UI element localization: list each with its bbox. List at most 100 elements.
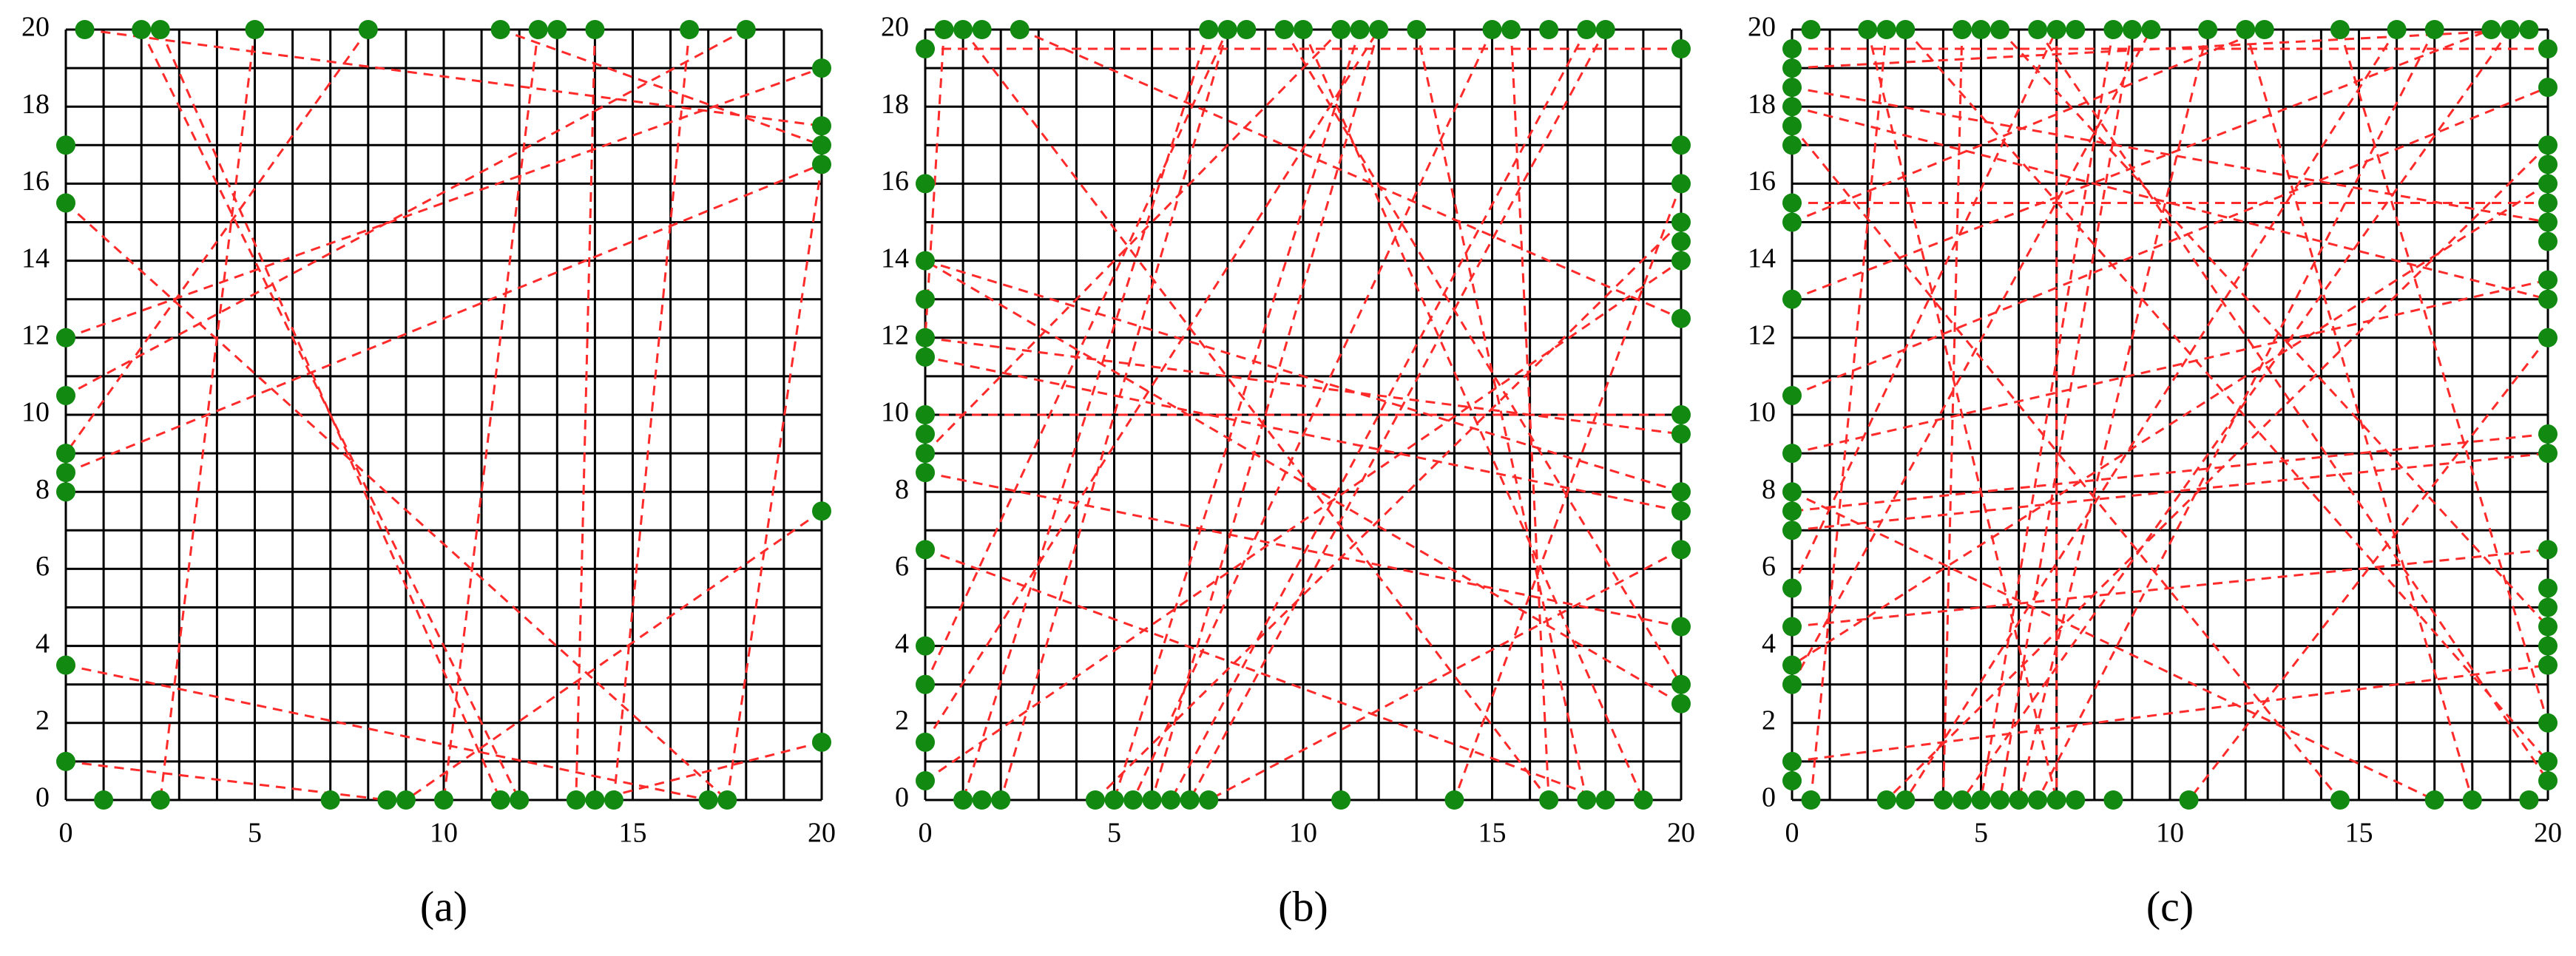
point [1671, 135, 1691, 155]
point [812, 501, 831, 521]
point [1444, 790, 1464, 810]
point [1952, 20, 1972, 39]
path-segment [65, 760, 388, 801]
y-tick-label: 18 [21, 89, 50, 120]
point [1123, 790, 1143, 810]
caption: (a) [420, 882, 467, 930]
point [1782, 58, 1802, 78]
point [2538, 597, 2558, 617]
point [1990, 790, 2010, 810]
point [1782, 617, 1802, 637]
path-segment [1885, 144, 2549, 801]
point [1782, 770, 1802, 790]
path-segment [65, 67, 822, 339]
path-segment [924, 260, 1682, 782]
point [2538, 135, 2558, 155]
point [1801, 20, 1821, 39]
point [1217, 20, 1237, 39]
y-tick-label: 20 [881, 12, 909, 43]
path-segment [595, 741, 822, 801]
point [717, 790, 737, 810]
y-tick-label: 2 [895, 705, 909, 736]
point [953, 20, 973, 39]
point [2122, 20, 2142, 39]
point [972, 790, 992, 810]
point [1782, 578, 1802, 598]
path-segment [1791, 433, 2549, 512]
point [1782, 78, 1802, 98]
path-segment [1208, 549, 1682, 801]
point [2538, 424, 2558, 444]
point [245, 20, 265, 39]
point [1104, 790, 1124, 810]
point [1595, 20, 1615, 39]
point [1971, 20, 1991, 39]
path-segment [2244, 29, 2474, 801]
point [2424, 20, 2444, 39]
y-tick-label: 4 [1762, 628, 1776, 659]
y-tick-label: 6 [36, 551, 50, 582]
path-segment [1791, 86, 2549, 397]
caption: (b) [1278, 882, 1328, 930]
point [56, 135, 75, 155]
point [396, 790, 416, 810]
point [2481, 20, 2501, 39]
point [1010, 20, 1030, 39]
point [2538, 212, 2558, 232]
point [566, 790, 586, 810]
point [1990, 20, 2010, 39]
path-segment [65, 664, 709, 801]
point [585, 790, 605, 810]
path-segment [1510, 29, 1550, 801]
point [916, 347, 935, 367]
x-tick-label: 5 [1107, 818, 1121, 849]
point [812, 116, 831, 136]
point [2009, 790, 2029, 810]
point [916, 328, 935, 348]
point [1782, 193, 1802, 213]
point [320, 790, 340, 810]
point [2538, 636, 2558, 656]
point [358, 20, 378, 39]
path-segment [1791, 28, 2492, 301]
y-tick-label: 12 [1748, 320, 1776, 351]
point [490, 20, 510, 39]
point [1539, 790, 1559, 810]
point [547, 20, 567, 39]
point [916, 289, 935, 309]
point [736, 20, 756, 39]
y-tick-label: 2 [1762, 705, 1776, 736]
caption: (c) [2146, 882, 2194, 930]
point [2141, 20, 2161, 39]
point [916, 463, 935, 483]
point [916, 636, 935, 656]
path-segment [1151, 29, 1380, 801]
point [56, 482, 75, 502]
x-tick-label: 0 [59, 818, 73, 849]
point [2462, 790, 2482, 810]
point [2387, 20, 2407, 39]
path-segment [961, 29, 1210, 801]
point [1952, 790, 1972, 810]
point [377, 790, 397, 810]
path-segment [84, 28, 822, 127]
panel: 0 5 10 15 20 0 2 4 6 8 10 12 14 16 18 20 (b) [881, 12, 1695, 931]
point [2519, 20, 2539, 39]
point [1671, 424, 1691, 444]
point [2028, 20, 2048, 39]
y-tick-label: 14 [881, 243, 909, 274]
path-segment [1980, 29, 2114, 801]
point [1858, 20, 1878, 39]
point [132, 20, 152, 39]
point [916, 540, 935, 560]
point [1782, 135, 1802, 155]
point [56, 193, 75, 213]
path-segment [65, 163, 822, 474]
point [2538, 174, 2558, 194]
point [1199, 790, 1219, 810]
x-tick-label: 5 [248, 818, 262, 849]
y-tick-label: 14 [21, 243, 50, 274]
point [94, 790, 114, 810]
y-tick-label: 0 [36, 782, 50, 813]
